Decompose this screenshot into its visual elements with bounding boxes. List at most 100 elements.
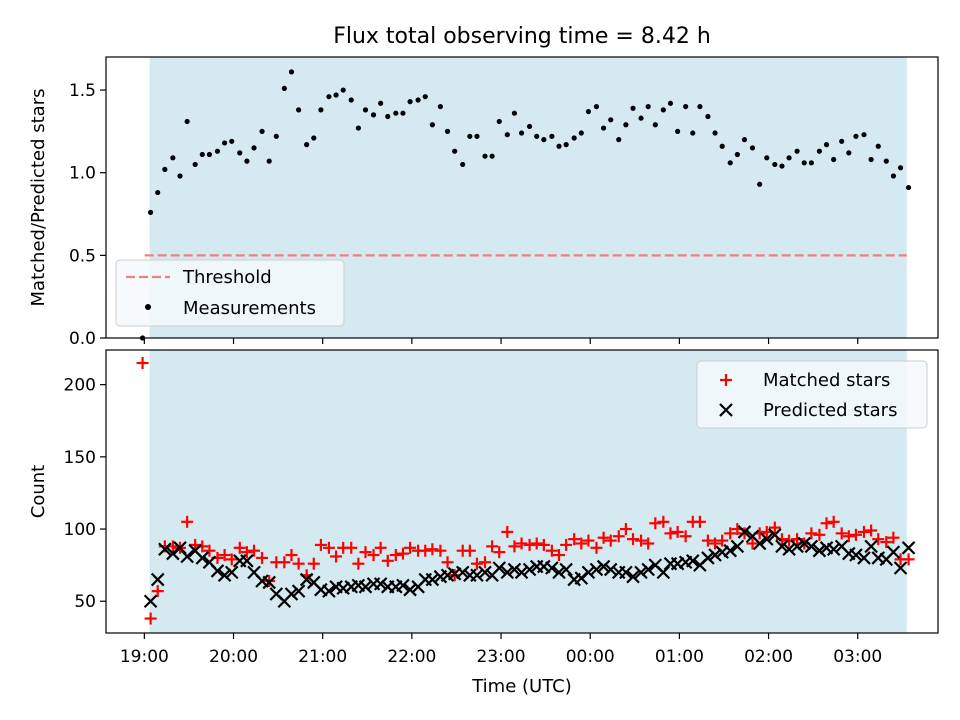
predicted-stars-point: [522, 562, 537, 577]
matched-stars-point: [352, 557, 365, 570]
measurement-point: [214, 148, 221, 154]
matched-stars-point: [635, 534, 648, 547]
measurement-point: [727, 160, 733, 166]
measurement-point: [170, 155, 176, 161]
top-y-axis-label: Matched/Predicted stars: [28, 89, 49, 307]
xtick-label: 22:00: [387, 647, 436, 667]
measurement-point: [340, 87, 346, 93]
xtick-label: 23:00: [477, 647, 526, 667]
measurement-point: [467, 133, 473, 139]
matched-stars-point: [783, 534, 796, 547]
matched-stars-point: [768, 521, 781, 534]
measurement-point: [259, 128, 265, 134]
measurement-point: [623, 122, 629, 128]
matched-stars-point: [872, 533, 885, 546]
matched-legend-icon: [720, 374, 732, 386]
measurement-point: [563, 142, 569, 148]
matched-stars-point: [537, 538, 550, 551]
matched-stars-point: [902, 553, 915, 566]
measurement-point: [683, 103, 689, 110]
measurement-point: [326, 94, 332, 100]
matched-stars-point: [181, 515, 194, 528]
measurement-point: [281, 85, 287, 92]
matched-stars-point: [493, 546, 506, 559]
measurement-point: [779, 163, 785, 169]
measurement-point: [460, 161, 466, 168]
matched-stars-point: [701, 534, 714, 547]
measurement-point: [741, 137, 748, 143]
matched-stars-point: [523, 538, 536, 551]
measurement-point: [705, 113, 711, 120]
measurement-point: [206, 151, 213, 158]
bottom-panel: 50 100 150 200 19:00 20:00 21:00 22:00 23:00 00:…: [28, 349, 939, 697]
matched-stars-point: [849, 528, 862, 541]
measurement-point: [868, 156, 874, 163]
matched-stars-point: [575, 537, 588, 550]
measurement-point: [407, 99, 413, 105]
matched-stars-point: [842, 530, 855, 543]
measurement-point: [690, 130, 696, 136]
matched-stars-point: [478, 556, 491, 569]
predicted-stars-point: [158, 542, 172, 557]
chart-title: Flux total observing time = 8.42 h: [333, 24, 711, 49]
measurement-point: [853, 133, 859, 139]
matched-stars-point: [805, 527, 818, 540]
measurement-point: [526, 123, 533, 130]
measurement-point: [905, 184, 912, 191]
measurement-point: [556, 143, 562, 149]
predicted-stars-point: [685, 554, 700, 568]
predicted-stars-point: [478, 565, 492, 580]
measurement-point: [823, 142, 830, 148]
measurement-point: [355, 125, 361, 131]
predicted-stars-point: [790, 539, 804, 554]
measurement-point: [749, 145, 756, 151]
matched-stars-point: [880, 536, 893, 549]
matched-stars-point: [560, 538, 573, 551]
top-ytick-label: 1.5: [69, 81, 96, 101]
x-axis-label: Time (UTC): [471, 676, 572, 697]
matched-stars-point: [285, 549, 298, 562]
matched-stars-point: [515, 537, 528, 550]
matched-stars-point: [597, 531, 610, 544]
matched-stars-point: [240, 546, 253, 559]
measurement-point: [875, 143, 881, 149]
predicted-stars-point: [299, 572, 314, 587]
matched-stars-point: [441, 556, 454, 569]
matched-stars-point: [256, 551, 269, 564]
predicted-stars-point: [358, 580, 373, 594]
matched-stars-point: [612, 530, 625, 543]
matched-stars-point: [233, 541, 246, 554]
measurement-point: [511, 110, 518, 116]
matched-stars-point: [314, 538, 327, 551]
bottom-legend-box: [696, 360, 928, 429]
measurement-point: [638, 115, 644, 121]
measurement-point: [311, 135, 317, 141]
matched-stars-point: [463, 544, 476, 557]
predicted-stars-point: [180, 549, 194, 564]
threshold-legend-label: Threshold: [182, 267, 272, 288]
measurement-point: [429, 122, 435, 128]
predicted-stars-point: [284, 587, 299, 601]
bottom-y-axis: 50 100 150 200: [64, 376, 106, 612]
measurement-point: [757, 181, 763, 187]
predicted-stars-point: [559, 562, 573, 577]
matched-stars-point: [292, 557, 305, 570]
measurement-point: [385, 113, 391, 120]
matched-stars-point: [746, 537, 759, 550]
predicted-stars-point: [641, 562, 655, 577]
matched-stars-point: [225, 553, 238, 566]
measurement-point: [571, 135, 577, 141]
measurement-point: [808, 160, 814, 166]
measurement-point: [786, 155, 792, 161]
measurement-point: [251, 145, 257, 151]
predicted-stars-point: [893, 561, 908, 575]
measurement-point: [600, 125, 607, 131]
measurement-point: [549, 133, 555, 139]
measurements-legend-label: Measurements: [183, 298, 316, 319]
measurement-point: [155, 189, 161, 196]
matched-stars-point: [709, 537, 722, 550]
measurement-point: [393, 110, 399, 116]
measurement-point: [816, 148, 822, 154]
predicted-stars-point: [552, 565, 566, 580]
bottom-legend: Matched stars Predicted stars: [696, 360, 928, 429]
